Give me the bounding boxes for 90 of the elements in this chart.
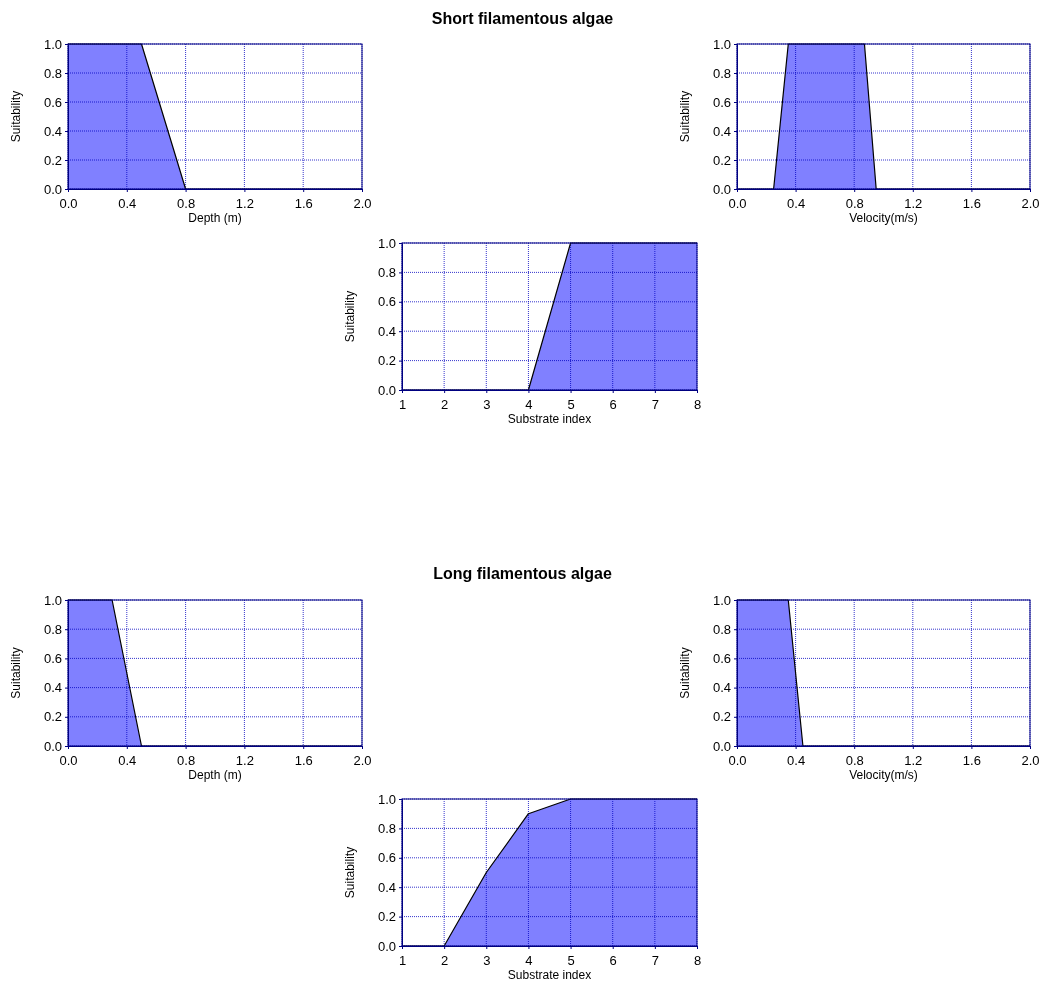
y-tick-label: 0.4 <box>43 123 62 139</box>
x-tick-label: 0.8 <box>177 196 196 211</box>
x-tick-label: 1.2 <box>235 753 254 768</box>
y-tick-label: 1.0 <box>377 791 396 807</box>
x-axis-title: Depth (m) <box>188 211 242 225</box>
x-tick-label: 0.4 <box>787 196 806 211</box>
x-tick-label: 1.6 <box>294 196 313 211</box>
y-tick-label: 0.6 <box>377 850 396 866</box>
x-tick-label: 7 <box>651 397 659 412</box>
y-tick-label: 1.0 <box>712 592 731 608</box>
y-tick-label: 0.0 <box>377 382 396 398</box>
y-axis-title: Suitability <box>343 290 357 343</box>
y-axis-title: Suitability <box>678 647 692 699</box>
x-tick-label: 0.8 <box>845 753 864 768</box>
x-tick-label: 0.0 <box>728 196 747 211</box>
x-tick-label: 2.0 <box>353 196 372 211</box>
x-tick-label: 2.0 <box>1021 196 1040 211</box>
y-tick-label: 0.2 <box>712 709 731 725</box>
x-tick-label: 2.0 <box>353 753 372 768</box>
y-axis-title: Suitability <box>343 846 357 899</box>
y-tick-label: 0.8 <box>377 265 396 281</box>
text: Long filamentous algae <box>433 565 612 582</box>
y-tick-label: 0.0 <box>377 938 396 954</box>
y-tick-label: 1.0 <box>43 592 62 608</box>
x-tick-label: 0.0 <box>59 753 78 768</box>
x-tick-label: 1.6 <box>962 196 981 211</box>
x-tick-label: 6 <box>609 953 617 968</box>
x-tick-label: 1.2 <box>904 196 923 211</box>
y-tick-label: 1.0 <box>377 235 396 251</box>
x-tick-label: 0.4 <box>118 196 137 211</box>
x-tick-label: 2 <box>441 397 449 412</box>
x-tick-label: 7 <box>651 953 659 968</box>
y-tick-label: 0.0 <box>43 738 62 754</box>
x-tick-label: 1.2 <box>904 753 923 768</box>
y-tick-label: 0.6 <box>43 651 62 667</box>
x-tick-label: 0.4 <box>118 753 137 768</box>
x-tick-label: 1.6 <box>294 753 313 768</box>
y-tick-label: 0.4 <box>712 680 731 696</box>
y-axis-title: Suitability <box>9 647 23 699</box>
x-tick-label: 5 <box>567 397 575 412</box>
x-tick-label: 1.6 <box>962 753 981 768</box>
x-axis-title: Velocity(m/s) <box>849 768 918 782</box>
x-tick-label: 0.0 <box>728 753 747 768</box>
y-axis-title: Suitability <box>9 90 23 143</box>
y-tick-label: 0.4 <box>377 323 396 339</box>
x-tick-label: 0.8 <box>177 753 196 768</box>
x-tick-label: 4 <box>525 953 533 968</box>
x-tick-label: 1 <box>398 953 407 968</box>
y-tick-label: 0.2 <box>712 152 731 168</box>
y-tick-label: 0.0 <box>43 181 62 197</box>
x-axis-title: Velocity(m/s) <box>849 211 918 225</box>
x-axis-title: Depth (m) <box>188 768 242 782</box>
x-tick-label: 0.8 <box>845 196 864 211</box>
y-tick-label: 0.2 <box>43 709 62 725</box>
x-tick-label: 3 <box>483 397 491 412</box>
x-tick-label: 0.0 <box>59 196 78 211</box>
y-tick-label: 0.8 <box>712 621 731 637</box>
y-tick-label: 0.6 <box>377 294 396 310</box>
y-tick-label: 0.8 <box>377 821 396 837</box>
y-tick-label: 0.0 <box>712 181 731 197</box>
x-tick-label: 4 <box>525 397 533 412</box>
y-tick-label: 0.6 <box>712 94 731 110</box>
x-axis-title: Substrate index <box>507 968 592 982</box>
y-tick-label: 0.4 <box>43 680 62 696</box>
y-tick-label: 0.6 <box>43 94 62 110</box>
y-tick-label: 0.8 <box>43 65 62 81</box>
y-tick-label: 1.0 <box>712 36 731 52</box>
x-tick-label: 8 <box>693 397 702 412</box>
x-tick-label: 2.0 <box>1021 753 1040 768</box>
x-tick-label: 2 <box>441 953 449 968</box>
y-tick-label: 0.0 <box>712 738 731 754</box>
x-tick-label: 5 <box>567 953 575 968</box>
y-tick-label: 1.0 <box>43 36 62 52</box>
text: Short filamentous algae <box>431 10 614 27</box>
x-axis-title: Substrate index <box>507 412 592 426</box>
y-tick-label: 0.8 <box>712 65 731 81</box>
x-tick-label: 0.4 <box>787 753 806 768</box>
x-tick-label: 1.2 <box>235 196 254 211</box>
y-tick-label: 0.4 <box>712 123 731 139</box>
x-tick-label: 8 <box>693 953 702 968</box>
y-axis-title: Suitability <box>678 90 692 143</box>
x-tick-label: 6 <box>609 397 617 412</box>
y-tick-label: 0.4 <box>377 879 396 895</box>
y-tick-label: 0.8 <box>43 621 62 637</box>
x-tick-label: 1 <box>398 397 407 412</box>
x-tick-label: 3 <box>483 953 491 968</box>
y-tick-label: 0.2 <box>43 152 62 168</box>
y-tick-label: 0.6 <box>712 651 731 667</box>
y-tick-label: 0.2 <box>377 353 396 369</box>
y-tick-label: 0.2 <box>377 909 396 925</box>
